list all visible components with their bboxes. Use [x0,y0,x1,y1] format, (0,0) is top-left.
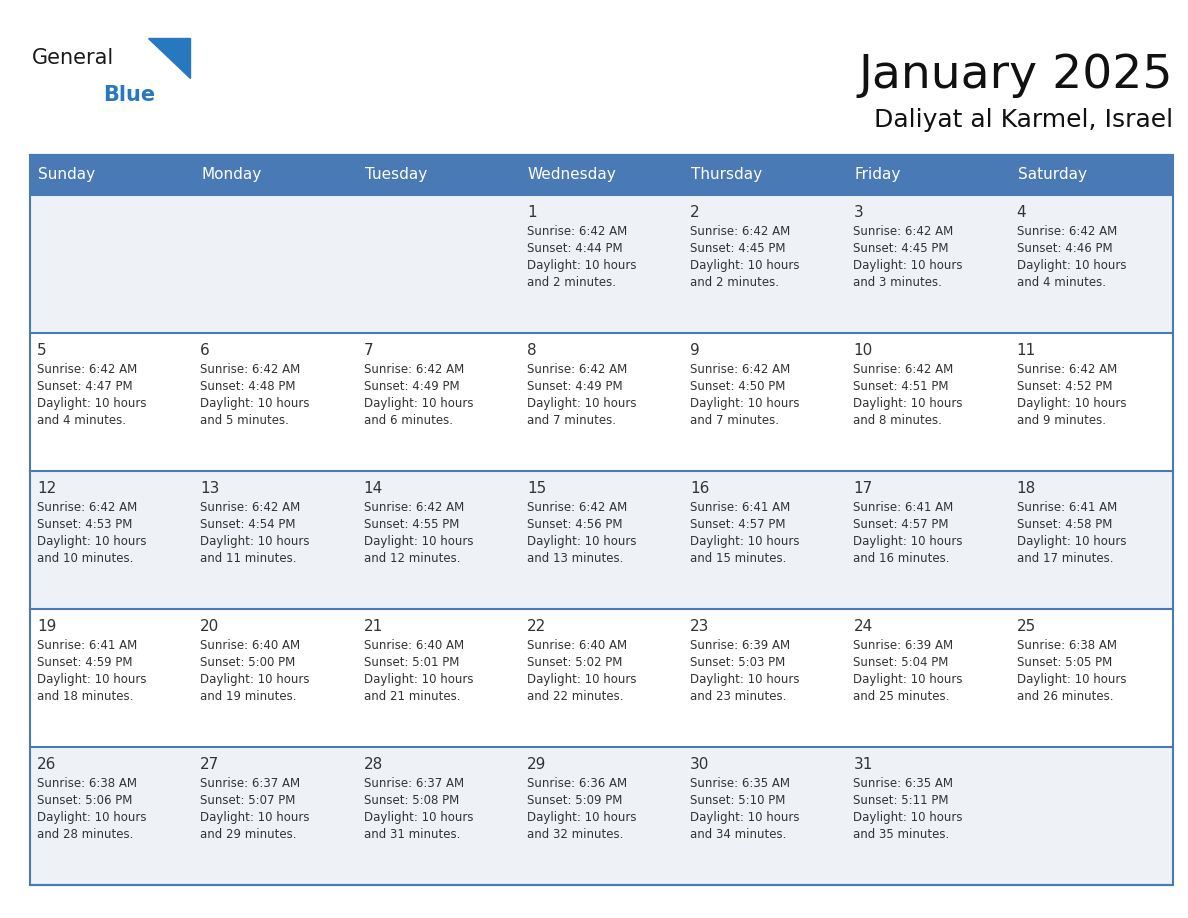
Text: 2: 2 [690,205,700,220]
Text: Sunrise: 6:38 AM
Sunset: 5:06 PM
Daylight: 10 hours
and 28 minutes.: Sunrise: 6:38 AM Sunset: 5:06 PM Dayligh… [37,777,146,841]
Text: Wednesday: Wednesday [527,167,617,183]
Text: 13: 13 [201,481,220,496]
Text: 31: 31 [853,757,873,772]
Text: Sunrise: 6:42 AM
Sunset: 4:55 PM
Daylight: 10 hours
and 12 minutes.: Sunrise: 6:42 AM Sunset: 4:55 PM Dayligh… [364,501,473,565]
Text: Sunrise: 6:39 AM
Sunset: 5:04 PM
Daylight: 10 hours
and 25 minutes.: Sunrise: 6:39 AM Sunset: 5:04 PM Dayligh… [853,639,963,703]
Text: Sunrise: 6:36 AM
Sunset: 5:09 PM
Daylight: 10 hours
and 32 minutes.: Sunrise: 6:36 AM Sunset: 5:09 PM Dayligh… [526,777,637,841]
Text: Sunrise: 6:40 AM
Sunset: 5:02 PM
Daylight: 10 hours
and 22 minutes.: Sunrise: 6:40 AM Sunset: 5:02 PM Dayligh… [526,639,637,703]
Text: 9: 9 [690,343,700,358]
Text: Monday: Monday [201,167,261,183]
Text: 10: 10 [853,343,873,358]
Text: Sunrise: 6:42 AM
Sunset: 4:46 PM
Daylight: 10 hours
and 4 minutes.: Sunrise: 6:42 AM Sunset: 4:46 PM Dayligh… [1017,225,1126,289]
Text: 24: 24 [853,619,873,634]
Text: 5: 5 [37,343,46,358]
Text: Sunrise: 6:42 AM
Sunset: 4:51 PM
Daylight: 10 hours
and 8 minutes.: Sunrise: 6:42 AM Sunset: 4:51 PM Dayligh… [853,363,963,427]
Text: General: General [32,48,114,68]
Text: 21: 21 [364,619,383,634]
Text: Sunrise: 6:42 AM
Sunset: 4:45 PM
Daylight: 10 hours
and 2 minutes.: Sunrise: 6:42 AM Sunset: 4:45 PM Dayligh… [690,225,800,289]
Text: Sunrise: 6:42 AM
Sunset: 4:44 PM
Daylight: 10 hours
and 2 minutes.: Sunrise: 6:42 AM Sunset: 4:44 PM Dayligh… [526,225,637,289]
Text: Sunrise: 6:38 AM
Sunset: 5:05 PM
Daylight: 10 hours
and 26 minutes.: Sunrise: 6:38 AM Sunset: 5:05 PM Dayligh… [1017,639,1126,703]
Text: 22: 22 [526,619,546,634]
Text: Sunrise: 6:40 AM
Sunset: 5:00 PM
Daylight: 10 hours
and 19 minutes.: Sunrise: 6:40 AM Sunset: 5:00 PM Dayligh… [201,639,310,703]
Text: 8: 8 [526,343,537,358]
Text: 28: 28 [364,757,383,772]
Text: Sunrise: 6:42 AM
Sunset: 4:49 PM
Daylight: 10 hours
and 7 minutes.: Sunrise: 6:42 AM Sunset: 4:49 PM Dayligh… [526,363,637,427]
Text: 20: 20 [201,619,220,634]
Text: Sunrise: 6:41 AM
Sunset: 4:59 PM
Daylight: 10 hours
and 18 minutes.: Sunrise: 6:41 AM Sunset: 4:59 PM Dayligh… [37,639,146,703]
Text: Sunrise: 6:42 AM
Sunset: 4:52 PM
Daylight: 10 hours
and 9 minutes.: Sunrise: 6:42 AM Sunset: 4:52 PM Dayligh… [1017,363,1126,427]
Bar [30,155,1173,195]
Text: 7: 7 [364,343,373,358]
Text: January 2025: January 2025 [859,52,1173,97]
Text: Sunrise: 6:42 AM
Sunset: 4:56 PM
Daylight: 10 hours
and 13 minutes.: Sunrise: 6:42 AM Sunset: 4:56 PM Dayligh… [526,501,637,565]
Bar [30,195,1173,333]
Text: Friday: Friday [854,167,901,183]
Text: 12: 12 [37,481,56,496]
Text: Sunrise: 6:42 AM
Sunset: 4:47 PM
Daylight: 10 hours
and 4 minutes.: Sunrise: 6:42 AM Sunset: 4:47 PM Dayligh… [37,363,146,427]
Bar [30,609,1173,747]
Text: Sunrise: 6:40 AM
Sunset: 5:01 PM
Daylight: 10 hours
and 21 minutes.: Sunrise: 6:40 AM Sunset: 5:01 PM Dayligh… [364,639,473,703]
Text: Sunrise: 6:35 AM
Sunset: 5:11 PM
Daylight: 10 hours
and 35 minutes.: Sunrise: 6:35 AM Sunset: 5:11 PM Dayligh… [853,777,963,841]
Text: Sunrise: 6:42 AM
Sunset: 4:54 PM
Daylight: 10 hours
and 11 minutes.: Sunrise: 6:42 AM Sunset: 4:54 PM Dayligh… [201,501,310,565]
Text: 15: 15 [526,481,546,496]
Text: Sunrise: 6:42 AM
Sunset: 4:49 PM
Daylight: 10 hours
and 6 minutes.: Sunrise: 6:42 AM Sunset: 4:49 PM Dayligh… [364,363,473,427]
Text: 3: 3 [853,205,864,220]
Text: Blue: Blue [103,85,156,105]
Text: 4: 4 [1017,205,1026,220]
Text: 18: 18 [1017,481,1036,496]
Text: Sunrise: 6:39 AM
Sunset: 5:03 PM
Daylight: 10 hours
and 23 minutes.: Sunrise: 6:39 AM Sunset: 5:03 PM Dayligh… [690,639,800,703]
Text: 14: 14 [364,481,383,496]
Text: 17: 17 [853,481,873,496]
Bar [30,747,1173,885]
Polygon shape [148,38,190,78]
Text: 1: 1 [526,205,537,220]
Bar [30,155,1173,885]
Text: Daliyat al Karmel, Israel: Daliyat al Karmel, Israel [874,108,1173,132]
Text: 29: 29 [526,757,546,772]
Text: Sunday: Sunday [38,167,95,183]
Text: 6: 6 [201,343,210,358]
Text: 26: 26 [37,757,56,772]
Text: 25: 25 [1017,619,1036,634]
Text: Sunrise: 6:42 AM
Sunset: 4:48 PM
Daylight: 10 hours
and 5 minutes.: Sunrise: 6:42 AM Sunset: 4:48 PM Dayligh… [201,363,310,427]
Bar [30,333,1173,471]
Text: 19: 19 [37,619,56,634]
Text: Sunrise: 6:41 AM
Sunset: 4:57 PM
Daylight: 10 hours
and 15 minutes.: Sunrise: 6:41 AM Sunset: 4:57 PM Dayligh… [690,501,800,565]
Text: Sunrise: 6:42 AM
Sunset: 4:50 PM
Daylight: 10 hours
and 7 minutes.: Sunrise: 6:42 AM Sunset: 4:50 PM Dayligh… [690,363,800,427]
Text: Sunrise: 6:42 AM
Sunset: 4:45 PM
Daylight: 10 hours
and 3 minutes.: Sunrise: 6:42 AM Sunset: 4:45 PM Dayligh… [853,225,963,289]
Bar [30,471,1173,609]
Text: Sunrise: 6:41 AM
Sunset: 4:57 PM
Daylight: 10 hours
and 16 minutes.: Sunrise: 6:41 AM Sunset: 4:57 PM Dayligh… [853,501,963,565]
Text: Sunrise: 6:37 AM
Sunset: 5:07 PM
Daylight: 10 hours
and 29 minutes.: Sunrise: 6:37 AM Sunset: 5:07 PM Dayligh… [201,777,310,841]
Text: 30: 30 [690,757,709,772]
Text: Thursday: Thursday [691,167,763,183]
Text: Tuesday: Tuesday [365,167,426,183]
Text: 27: 27 [201,757,220,772]
Text: 23: 23 [690,619,709,634]
Text: Saturday: Saturday [1018,167,1087,183]
Text: Sunrise: 6:41 AM
Sunset: 4:58 PM
Daylight: 10 hours
and 17 minutes.: Sunrise: 6:41 AM Sunset: 4:58 PM Dayligh… [1017,501,1126,565]
Text: Sunrise: 6:35 AM
Sunset: 5:10 PM
Daylight: 10 hours
and 34 minutes.: Sunrise: 6:35 AM Sunset: 5:10 PM Dayligh… [690,777,800,841]
Text: Sunrise: 6:37 AM
Sunset: 5:08 PM
Daylight: 10 hours
and 31 minutes.: Sunrise: 6:37 AM Sunset: 5:08 PM Dayligh… [364,777,473,841]
Text: Sunrise: 6:42 AM
Sunset: 4:53 PM
Daylight: 10 hours
and 10 minutes.: Sunrise: 6:42 AM Sunset: 4:53 PM Dayligh… [37,501,146,565]
Text: 11: 11 [1017,343,1036,358]
Text: 16: 16 [690,481,709,496]
